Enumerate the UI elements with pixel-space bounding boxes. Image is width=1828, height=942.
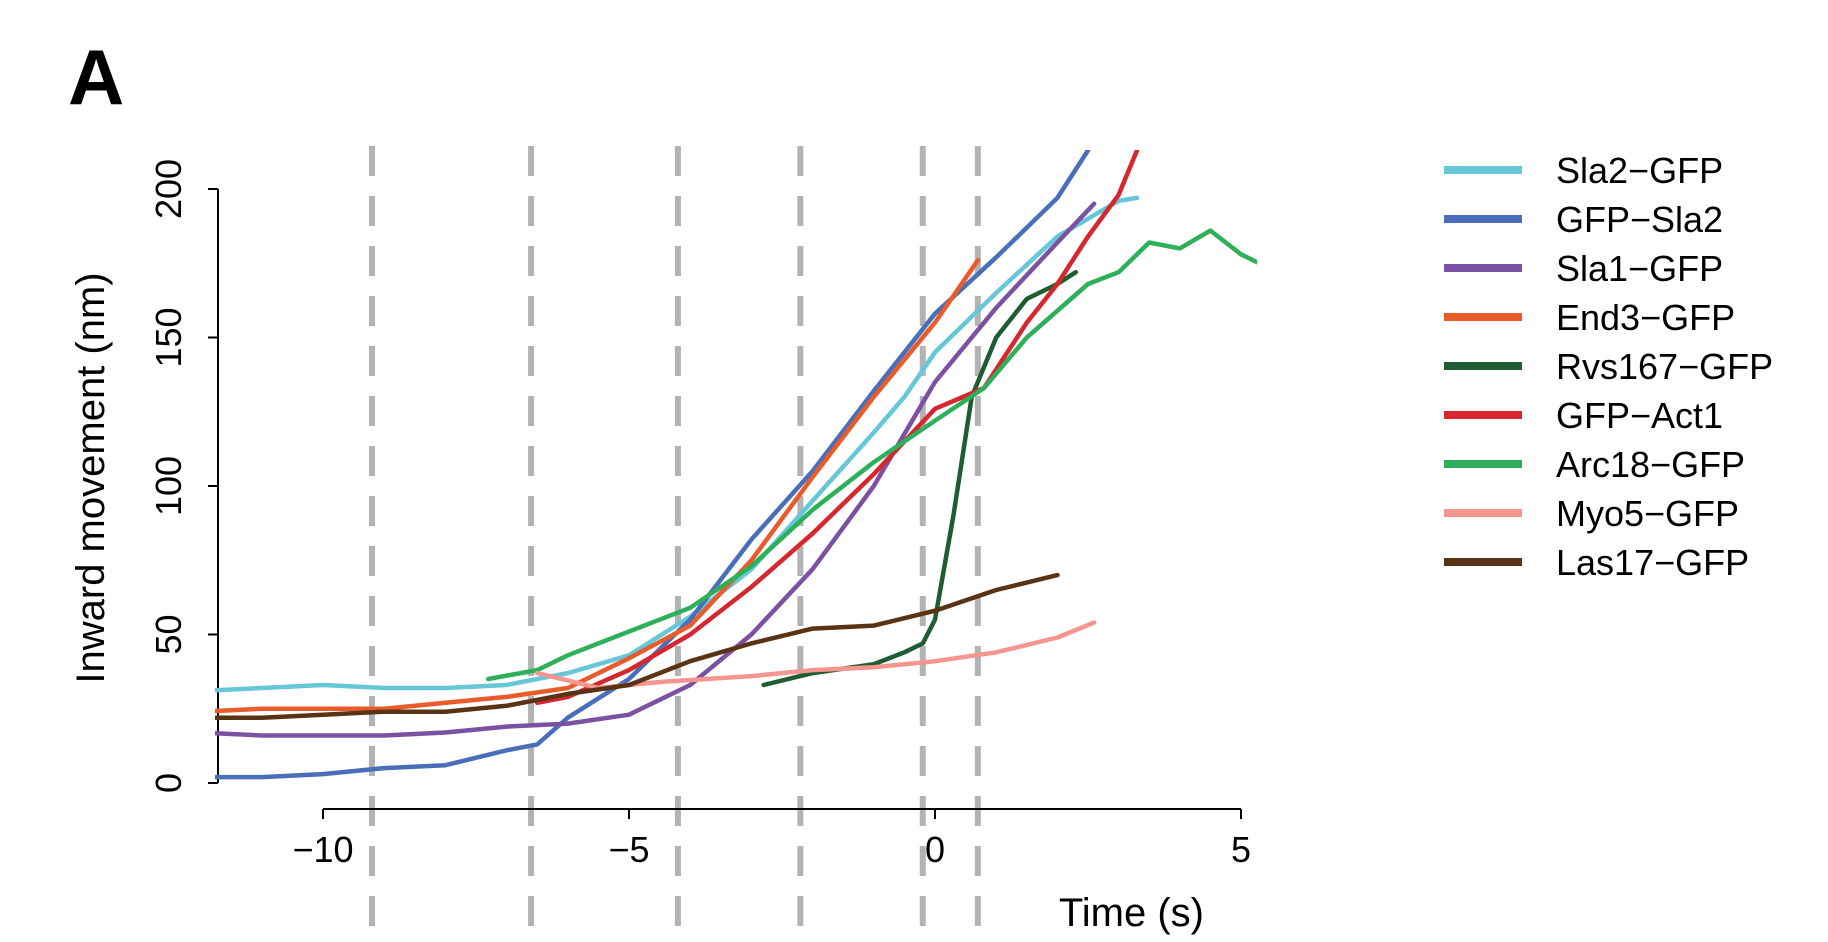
series-line: [534, 150, 1140, 706]
y-tick-label: 200: [148, 159, 189, 219]
series-line: [485, 228, 1257, 682]
series-lines: [215, 150, 1257, 780]
panel-label: A: [68, 33, 124, 121]
x-axis-label: Time (s): [1059, 891, 1204, 935]
legend-label: Sla1−GFP: [1556, 248, 1723, 289]
x-tick-label: 5: [1231, 829, 1251, 870]
legend-label: Sla2−GFP: [1556, 150, 1723, 191]
x-tick-label: −5: [608, 829, 649, 870]
y-tick-label: 0: [148, 773, 189, 793]
series-line: [215, 572, 1060, 720]
series-line: [215, 258, 981, 714]
y-tick-label: 50: [148, 614, 189, 654]
legend-label: Rvs167−GFP: [1556, 346, 1773, 387]
legend: Sla2−GFP GFP−Sla2 Sla1−GFP End3−GFP Rvs167−G…: [1444, 150, 1773, 583]
legend-label: Arc18−GFP: [1556, 444, 1745, 485]
legend-label: GFP−Sla2: [1556, 199, 1723, 240]
x-tick-label: −10: [292, 829, 353, 870]
legend-label: Myo5−GFP: [1556, 493, 1739, 534]
y-tick-label: 100: [148, 456, 189, 516]
y-tick-label: 150: [148, 307, 189, 367]
reference-lines: [368, 146, 981, 942]
legend-label: GFP−Act1: [1556, 395, 1723, 436]
legend-label: End3−GFP: [1556, 297, 1735, 338]
series-line: [215, 201, 1097, 738]
axes: 0 50 100 150 200 −10 −5 0 5: [148, 159, 1251, 870]
x-tick-label: 0: [925, 829, 945, 870]
y-axis-label: Inward movement (nm): [69, 272, 113, 683]
legend-label: Las17−GFP: [1556, 542, 1749, 583]
